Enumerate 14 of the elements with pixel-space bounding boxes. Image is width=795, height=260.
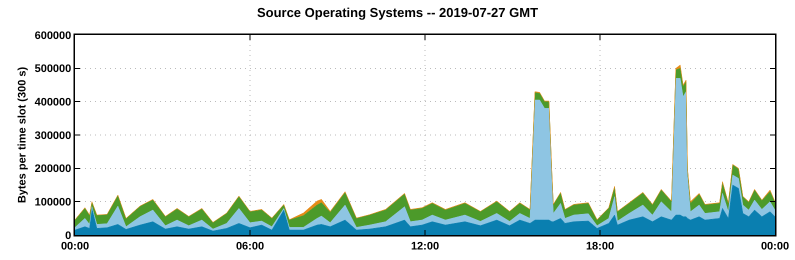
x-tick-label: 00:00: [760, 240, 790, 253]
y-tick-label: 100000: [34, 196, 72, 209]
x-tick-label: 00:00: [60, 240, 90, 253]
y-tick-label: 400000: [34, 96, 72, 109]
y-axis-title: Bytes per time slot (300 s): [16, 66, 28, 204]
y-tick-label: 600000: [34, 30, 72, 42]
y-tick-label: 500000: [34, 63, 72, 76]
y-tick-label: 200000: [34, 163, 72, 176]
chart-title: Source Operating Systems -- 2019-07-27 GMT: [256, 4, 538, 20]
x-tick-label: 18:00: [586, 240, 614, 253]
x-tick-label: 06:00: [236, 240, 264, 253]
y-tick-label: 300000: [34, 130, 72, 142]
y-tick-label: 0: [65, 230, 72, 242]
x-tick-label: 12:00: [410, 240, 440, 253]
